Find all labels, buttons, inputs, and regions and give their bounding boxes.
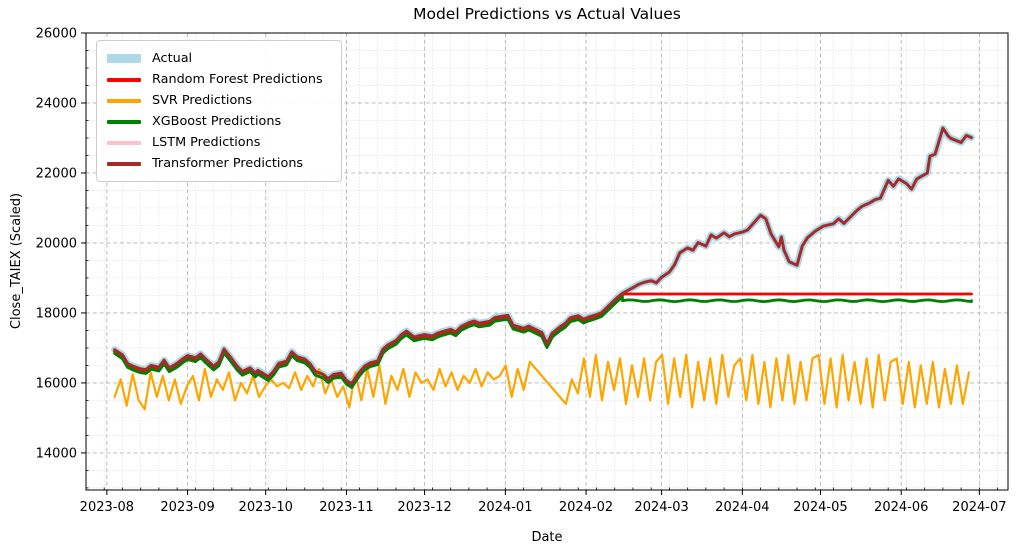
x-tick-label: 2024-01 [478, 500, 532, 515]
axis-tick-labels: 14000 16000 18000 20000 22000 24000 26000 2023-… [36, 27, 1007, 516]
legend-color-swatch [107, 140, 141, 145]
legend-item: Actual [107, 48, 331, 69]
x-tick-label: 2024-05 [793, 500, 847, 515]
legend-item: XGBoost Predictions [107, 111, 331, 132]
plot-border [85, 32, 1009, 491]
legend-color-swatch [107, 161, 141, 166]
y-tick-label: 18000 [36, 306, 77, 321]
x-tick-label: 2024-02 [559, 500, 613, 515]
legend-color-swatch [107, 119, 141, 124]
x-tick-label: 2023-08 [80, 500, 134, 515]
legend-label: Actual [152, 51, 193, 66]
legend-label: Random Forest Predictions [152, 72, 323, 87]
series-xgboost [113, 295, 973, 389]
series-transformer [113, 126, 973, 386]
y-tick-label: 22000 [36, 166, 77, 181]
x-tick-label: 2023-11 [319, 500, 373, 515]
legend: Actual Random Forest Predictions SVR Predi… [96, 40, 342, 182]
x-tick-label: 2024-04 [715, 500, 769, 515]
x-tick-label: 2024-03 [634, 500, 688, 515]
y-tick-label: 24000 [36, 96, 77, 111]
legend-item: LSTM Predictions [107, 132, 331, 153]
y-axis-label: Close_TAIEX (Scaled) [9, 193, 24, 329]
x-axis-label: Date [531, 530, 562, 545]
chart-title: Model Predictions vs Actual Values [413, 5, 681, 23]
x-tick-label: 2024-07 [952, 500, 1006, 515]
legend-color-swatch [107, 54, 141, 63]
legend-label: SVR Predictions [152, 93, 253, 108]
y-tick-label: 14000 [36, 446, 77, 461]
x-tick-label: 2023-10 [239, 500, 293, 515]
y-tick-label: 16000 [36, 376, 77, 391]
data-series [111, 124, 975, 411]
x-tick-label: 2024-06 [874, 500, 928, 515]
legend-item: Random Forest Predictions [107, 69, 331, 90]
legend-color-swatch [107, 77, 141, 82]
x-tick-label: 2023-09 [160, 500, 214, 515]
legend-color-swatch [107, 98, 141, 103]
legend-label: XGBoost Predictions [152, 114, 282, 129]
legend-item: SVR Predictions [107, 90, 331, 111]
series-svr [113, 353, 970, 411]
y-tick-label: 20000 [36, 236, 77, 251]
y-tick-label: 26000 [36, 27, 77, 42]
legend-item: Transformer Predictions [107, 153, 331, 174]
legend-label: LSTM Predictions [152, 135, 261, 150]
axis-ticks [81, 32, 998, 495]
x-tick-label: 2023-12 [397, 500, 451, 515]
legend-label: Transformer Predictions [152, 156, 304, 171]
